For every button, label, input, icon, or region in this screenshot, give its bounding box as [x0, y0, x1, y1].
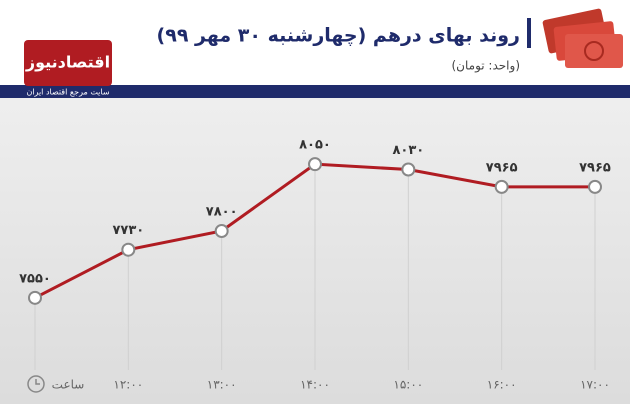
- data-point: [214, 223, 229, 238]
- clock-icon: [27, 375, 45, 393]
- data-point: [588, 179, 602, 194]
- x-tick-label: ۱۵:۰۰: [393, 378, 423, 392]
- value-label: ۷۹۶۵: [486, 160, 518, 175]
- logo-text: اقتصادنیوز: [25, 53, 110, 72]
- data-point: [28, 290, 42, 305]
- money-icon: [542, 8, 623, 68]
- logo: [24, 40, 112, 86]
- chart-title: روند بهای درهم (چهارشنبه ۳۰ مهر ۹۹): [157, 25, 520, 47]
- x-axis-label: ساعت: [52, 378, 85, 392]
- data-point: [494, 179, 509, 194]
- value-label: ۸۰۵۰: [299, 138, 331, 153]
- value-label: ۷۵۵۰: [19, 271, 51, 286]
- tagline: سایت مرجع اقتصاد ایران: [26, 88, 109, 97]
- x-tick-label: ۱۶:۰۰: [487, 378, 517, 392]
- value-label: ۷۹۶۵: [579, 160, 611, 175]
- x-tick-label: ۱۴:۰۰: [300, 378, 330, 392]
- header-band: [0, 85, 630, 98]
- title-bar: [527, 18, 531, 48]
- data-point: [308, 157, 322, 172]
- chart-subtitle: (واحد: تومان): [451, 59, 520, 74]
- x-tick-label: ۱۲:۰۰: [113, 378, 143, 392]
- value-label: ۷۷۳۰: [112, 223, 144, 238]
- data-point: [401, 162, 416, 177]
- data-point: [121, 242, 136, 257]
- value-label: ۷۸۰۰: [206, 204, 238, 219]
- x-tick-label: ۱۷:۰۰: [580, 378, 610, 392]
- x-tick-label: ۱۳:۰۰: [207, 378, 237, 392]
- value-label: ۸۰۳۰: [392, 143, 424, 158]
